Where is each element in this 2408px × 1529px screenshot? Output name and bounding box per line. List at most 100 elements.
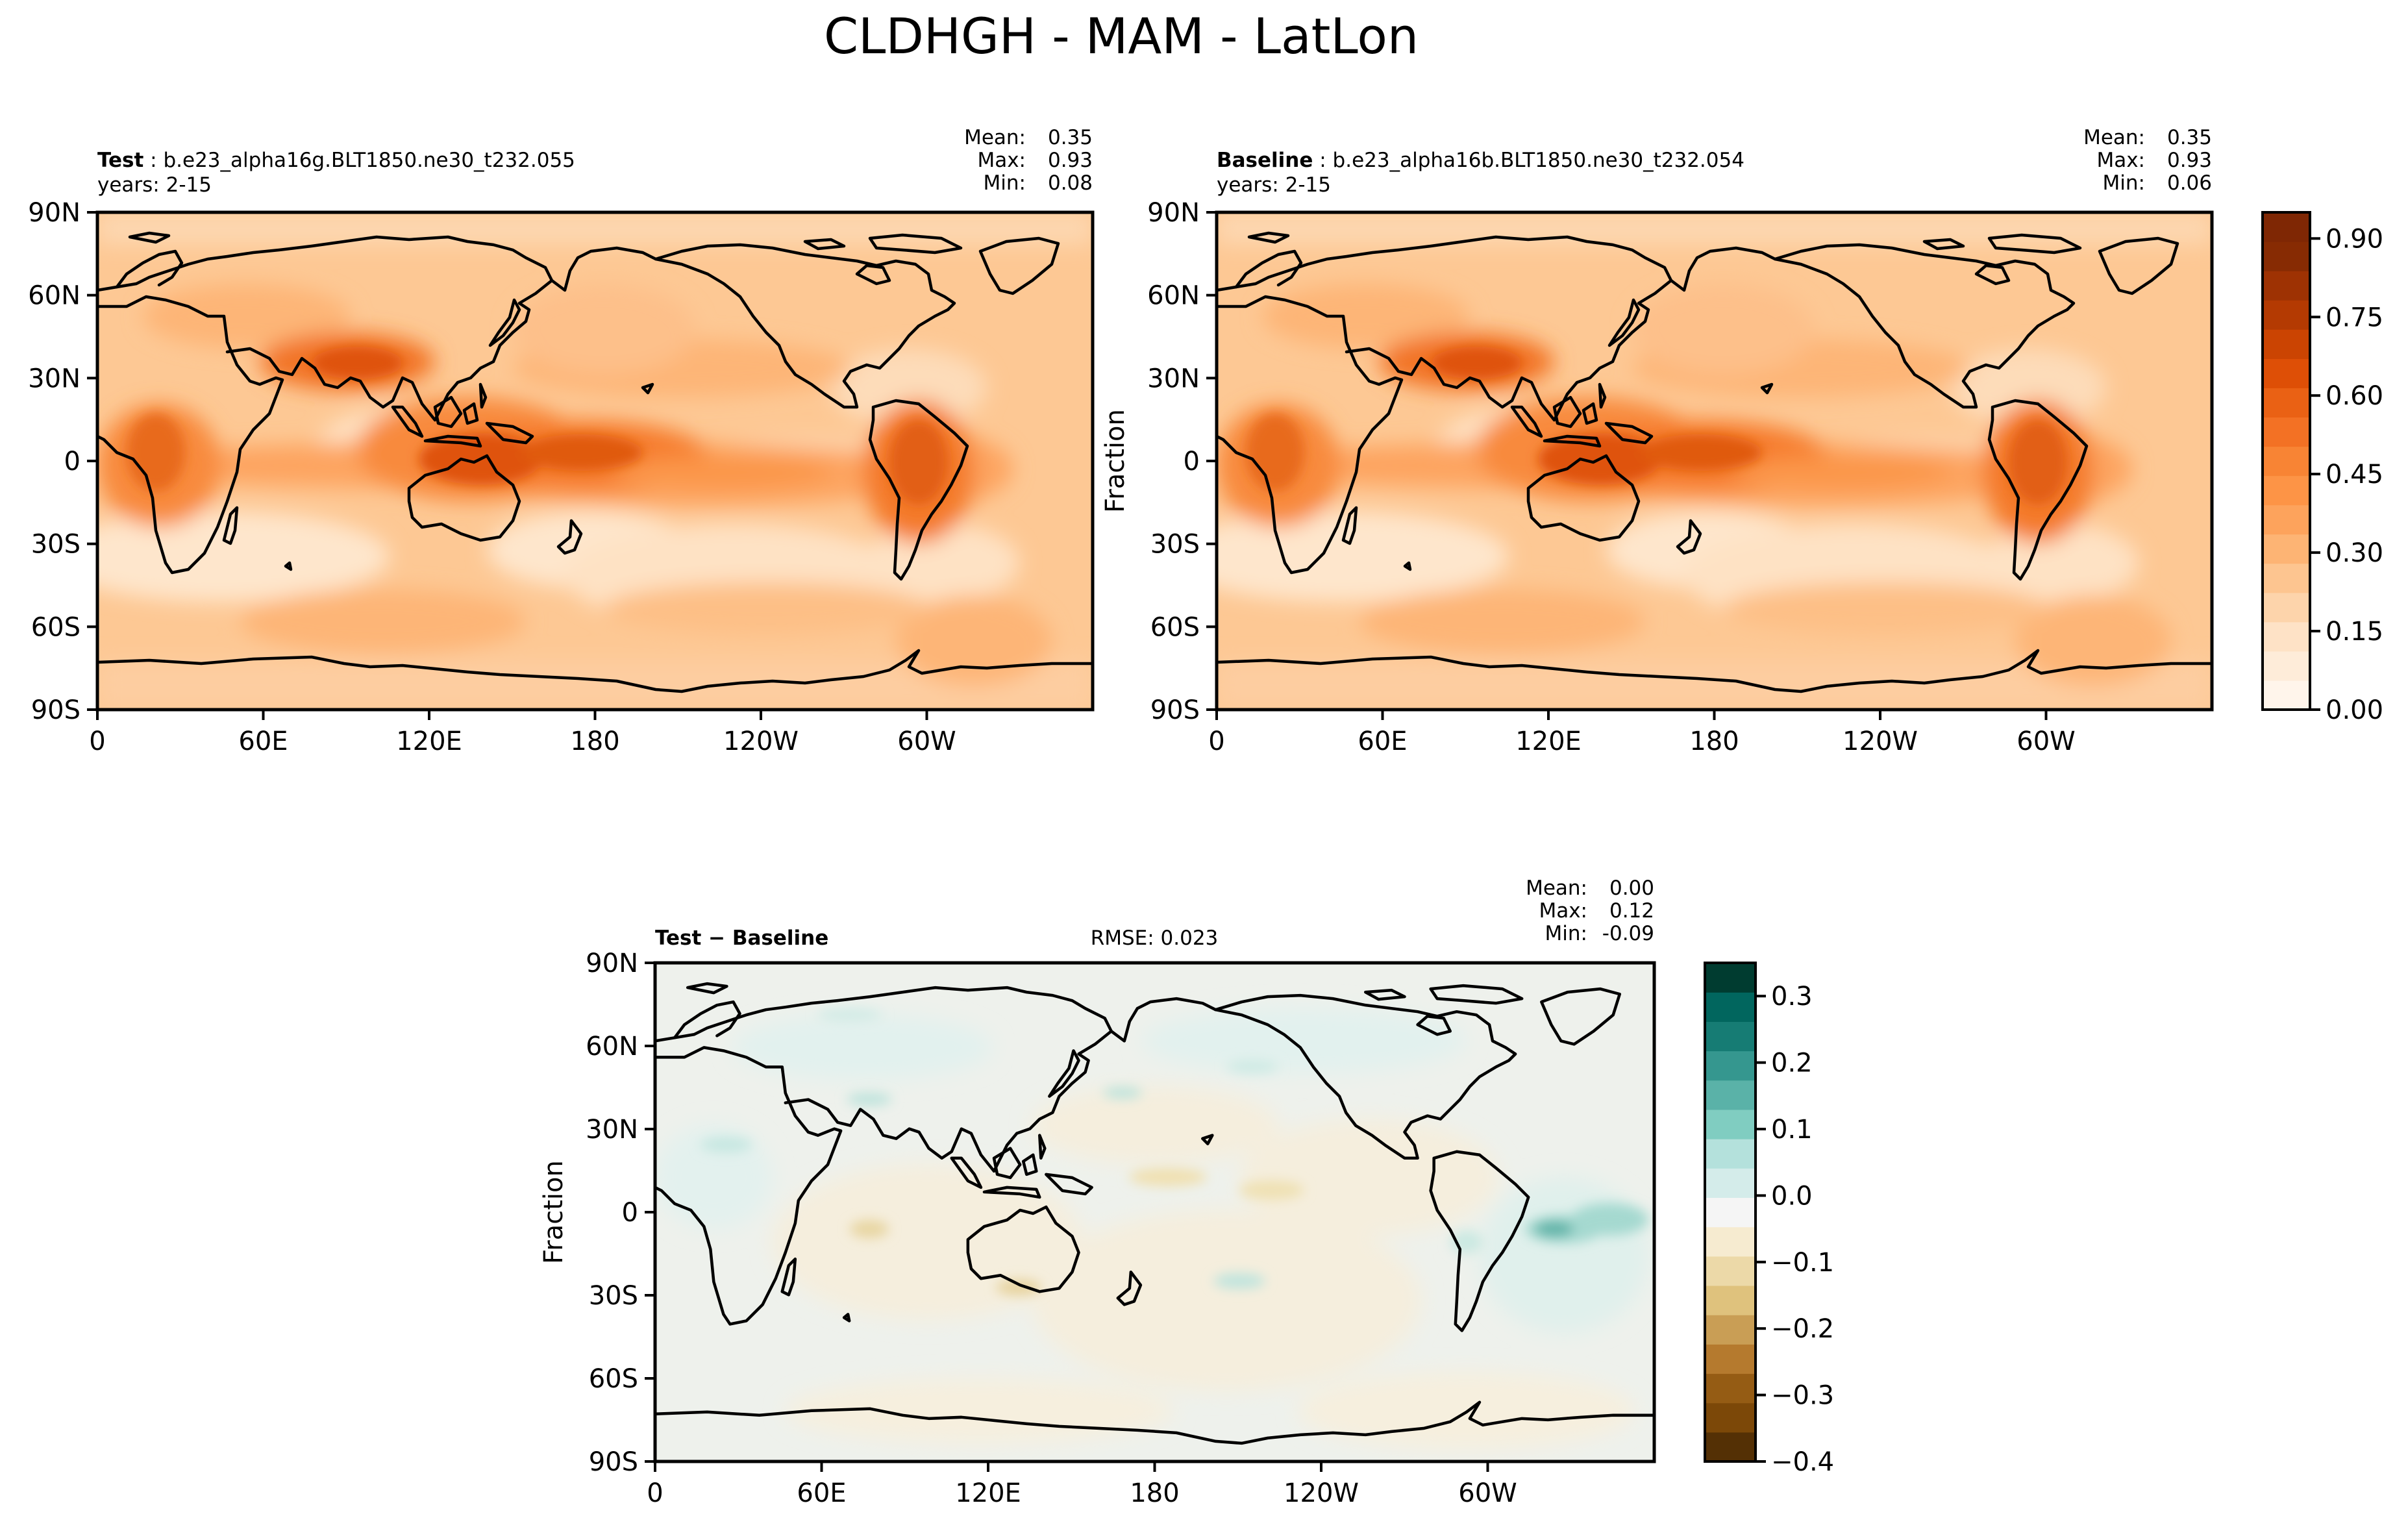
baseline-case: b.e23_alpha16b.BLT1850.ne30_t232.054: [1333, 149, 1744, 172]
baseline-ytick-label: 60N: [1147, 281, 1200, 311]
colorbar-tick-label: 0.15: [2326, 617, 2383, 647]
diff-panel: Test − Baseline RMSE: 0.023 Mean: 0.00 M…: [539, 876, 1656, 1508]
diff-stat-label: Mean:: [1526, 876, 1587, 900]
test-stat-label: Max:: [977, 149, 1026, 172]
test-xtick-label: 120W: [723, 727, 799, 756]
baseline-years: years: 2-15: [1217, 173, 1331, 197]
diff-stat-label: Max:: [1539, 899, 1587, 923]
colorbar-swatch: [1705, 1315, 1756, 1345]
colorbar-tick-label: −0.2: [1771, 1314, 1834, 1344]
baseline-xtick-label: 60W: [2017, 727, 2075, 756]
colorbar-swatch: [2263, 388, 2310, 418]
colorbar-swatch: [2263, 592, 2310, 623]
colorbar-swatch: [2263, 300, 2310, 330]
baseline-stat-value: 0.93: [2167, 149, 2212, 172]
test-xtick-label: 60E: [238, 727, 288, 756]
colorbar-swatch: [1705, 1197, 1756, 1228]
baseline-xtick-label: 60E: [1358, 727, 1407, 756]
diff-ytick-label: 60N: [586, 1032, 638, 1062]
colorbar-tick-label: 0.30: [2326, 538, 2383, 568]
test-xtick-label: 120E: [396, 727, 462, 756]
baseline-stat-label: Mean:: [2083, 126, 2145, 149]
test-map: [52, 212, 1093, 710]
test-ytick-label: 90S: [31, 695, 81, 725]
colorbar-tick-label: 0.60: [2326, 381, 2383, 411]
colorbar-swatch: [1705, 1109, 1756, 1139]
test-ytick-label: 90N: [28, 198, 81, 228]
baseline-ytick-label: 0: [1184, 447, 1200, 477]
diff-xtick-label: 0: [647, 1478, 663, 1508]
test-ytick-label: 30N: [28, 364, 81, 393]
colorbar-swatch: [2263, 271, 2310, 301]
baseline-xtick-label: 120W: [1843, 727, 1918, 756]
baseline-ytick-label: 90N: [1147, 198, 1200, 228]
colorbar-swatch: [1705, 1168, 1756, 1199]
diff-ytick-label: 60S: [589, 1364, 638, 1394]
diff-stat-value: -0.09: [1602, 922, 1654, 945]
colorbar-swatch: [1705, 1344, 1756, 1374]
colorbar-swatch: [2263, 358, 2310, 388]
baseline-xtick-label: 120E: [1515, 727, 1582, 756]
baseline-stat-label: Max:: [2096, 149, 2145, 172]
baseline-xtick-label: 180: [1689, 727, 1739, 756]
diff-stat-label: Min:: [1545, 922, 1587, 945]
colorbar-tick-label: 0.0: [1771, 1181, 1813, 1211]
colorbar-tick-label: 0.1: [1771, 1115, 1813, 1145]
colorbar-swatch: [2263, 417, 2310, 447]
main-colorbar: 0.00 0.15 0.30 0.45 0.60 0.75 0.90: [2261, 211, 2383, 725]
baseline-panel: Baseline : b.e23_alpha16b.BLT1850.ne30_t…: [1100, 126, 2214, 756]
test-ytick-label: 60N: [28, 281, 81, 311]
figure-title: CLDHGH - MAM - LatLon: [824, 7, 1419, 65]
colorbar-swatch: [1705, 1021, 1756, 1052]
test-ytick-label: 30S: [31, 530, 81, 560]
colorbar-swatch: [1705, 1050, 1756, 1081]
colorbar-tick-label: −0.3: [1771, 1381, 1834, 1411]
colorbar-swatch: [1705, 1373, 1756, 1404]
diff-label: Test − Baseline: [655, 926, 828, 950]
colorbar-swatch: [2263, 504, 2310, 535]
colorbar-swatch: [2263, 651, 2310, 681]
colorbar-tick-label: 0.2: [1771, 1049, 1813, 1078]
baseline-map: [1171, 212, 2212, 710]
colorbar-swatch: [1705, 1256, 1756, 1286]
colorbar-swatch: [1705, 1080, 1756, 1110]
test-xtick-label: 60W: [897, 727, 956, 756]
diff-ylabel: Fraction: [539, 1160, 569, 1264]
diff-xtick-label: 120E: [955, 1478, 1021, 1508]
test-ytick-label: 0: [64, 447, 81, 477]
colorbar-swatch: [1705, 1139, 1756, 1169]
diff-ytick-label: 30N: [586, 1115, 638, 1145]
test-years: years: 2-15: [97, 173, 212, 197]
colorbar-swatch: [2263, 534, 2310, 564]
baseline-label: Baseline: [1217, 149, 1313, 172]
test-case: b.e23_alpha16g.BLT1850.ne30_t232.055: [163, 149, 575, 172]
colorbar-swatch: [1705, 1432, 1756, 1462]
diff-stat-value: 0.00: [1609, 876, 1654, 900]
colorbar-swatch: [2263, 475, 2310, 506]
colorbar-swatch: [2263, 621, 2310, 652]
colorbar-tick-label: 0.45: [2326, 460, 2383, 490]
diff-stat-value: 0.12: [1609, 899, 1654, 923]
colorbar-tick-label: 0.00: [2326, 695, 2383, 725]
test-label: Test: [97, 149, 144, 172]
colorbar-swatch: [2263, 212, 2310, 242]
test-panel: Test : b.e23_alpha16g.BLT1850.ne30_t232.…: [28, 126, 1095, 756]
diff-map: [655, 963, 1654, 1461]
diff-rmse: RMSE: 0.023: [1091, 926, 1219, 950]
colorbar-swatch: [1705, 1226, 1756, 1257]
test-field: [52, 212, 1093, 710]
colorbar-tick-label: 0.75: [2326, 303, 2383, 332]
colorbar-swatch: [1705, 1285, 1756, 1315]
baseline-xtick-label: 0: [1208, 727, 1224, 756]
baseline-stat-value: 0.35: [2167, 126, 2212, 149]
baseline-ytick-label: 90S: [1150, 695, 1200, 725]
test-stat-value: 0.08: [1048, 171, 1093, 195]
diff-ytick-label: 30S: [589, 1281, 638, 1311]
test-stat-label: Mean:: [964, 126, 1026, 149]
diff-xtick-label: 120W: [1284, 1478, 1359, 1508]
colorbar-tick-label: 0.90: [2326, 224, 2383, 254]
colorbar-swatch: [1705, 963, 1756, 993]
test-header: Test : b.e23_alpha16g.BLT1850.ne30_t232.…: [97, 149, 575, 172]
test-stat-value: 0.35: [1048, 126, 1093, 149]
